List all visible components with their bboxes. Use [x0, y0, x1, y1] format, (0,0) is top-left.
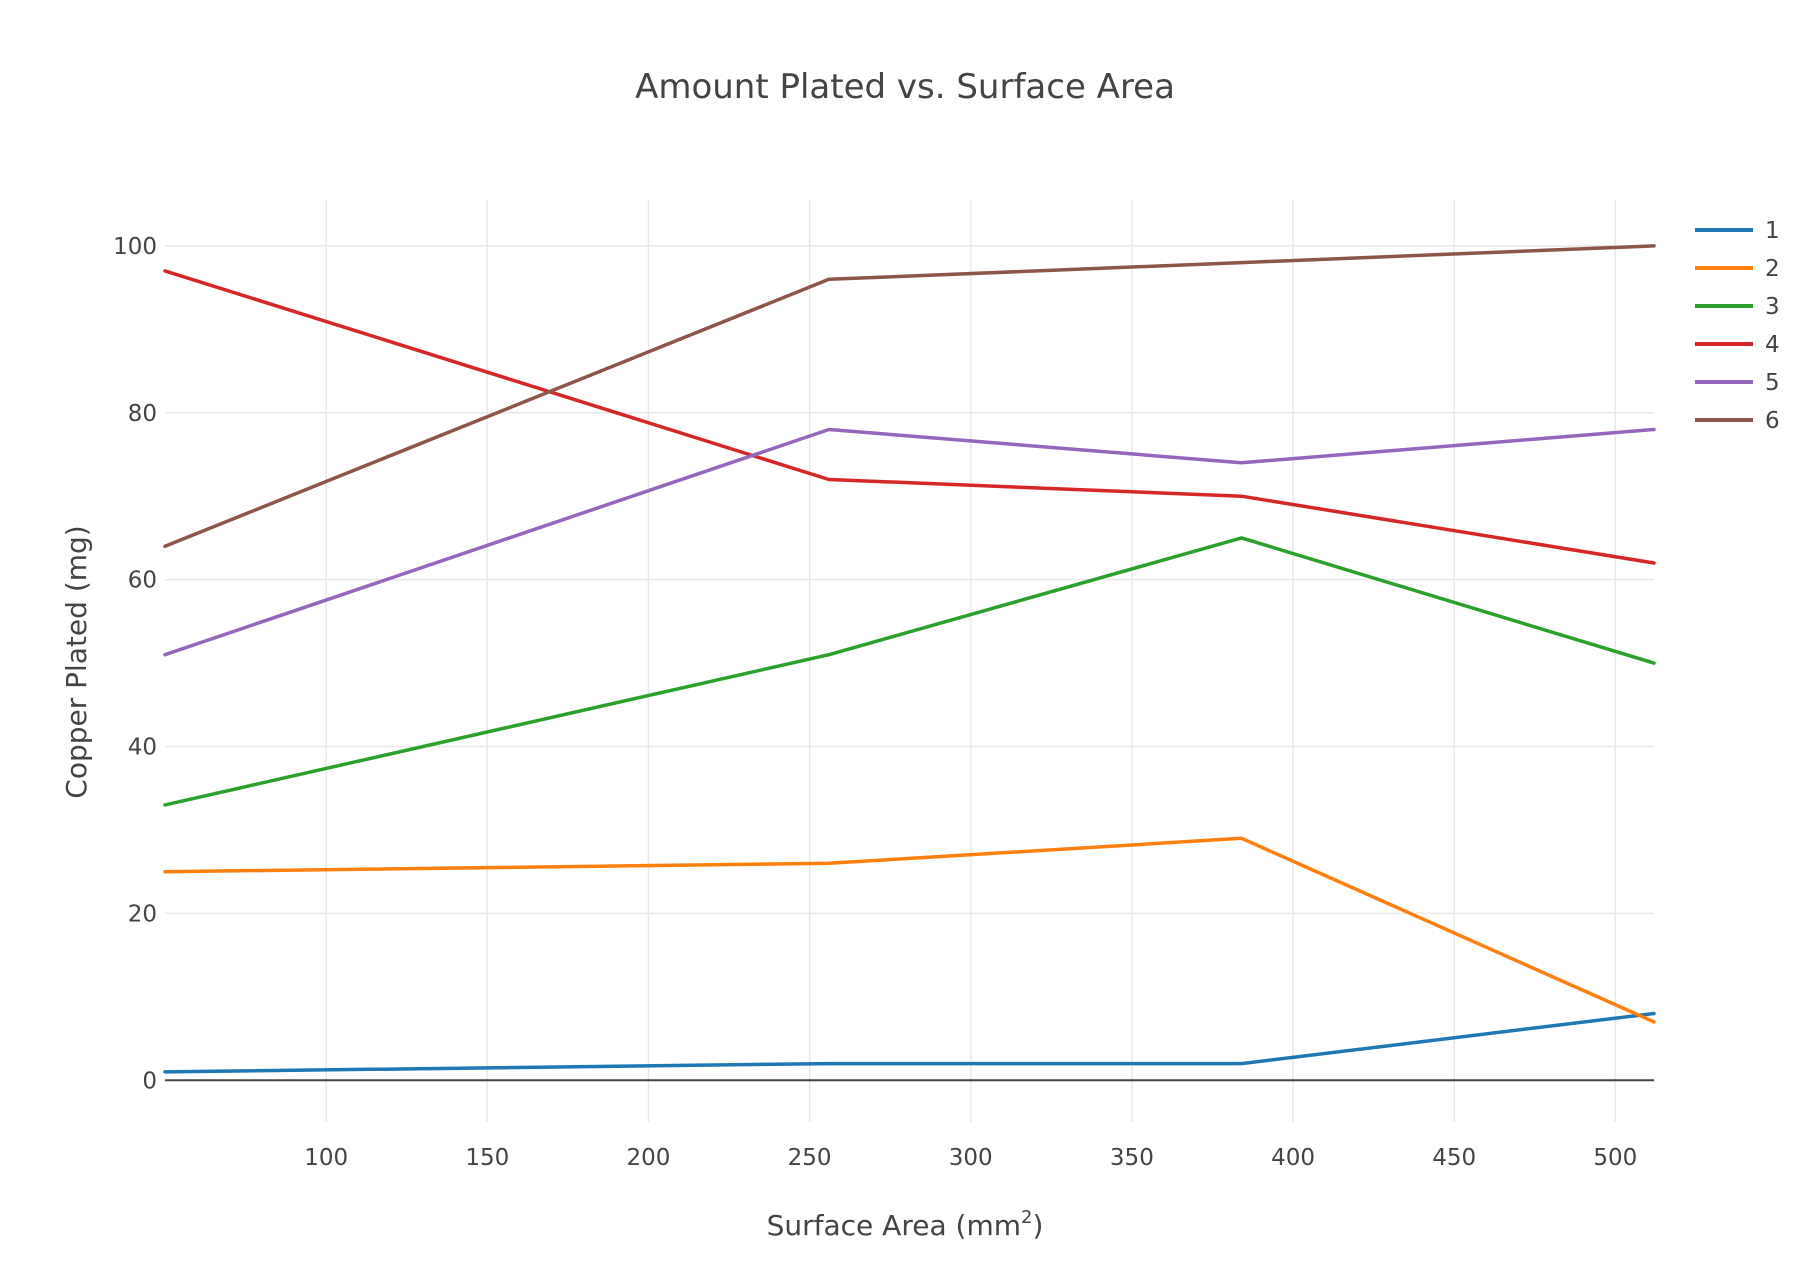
x-tick-label: 200	[626, 1145, 670, 1171]
grid-layer	[165, 200, 1654, 1122]
x-tick-label: 150	[465, 1145, 509, 1171]
chart-title: Amount Plated vs. Surface Area	[635, 67, 1175, 107]
legend-item-6[interactable]: 6	[1695, 408, 1780, 434]
x-axis-title-superscript: 2	[1021, 1207, 1032, 1228]
series-line-2[interactable]: 2	[163, 836, 1656, 1024]
x-tick-label: 300	[949, 1145, 993, 1171]
legend-label: 4	[1765, 332, 1780, 358]
y-tick-label: 100	[113, 234, 157, 260]
legend-label: 1	[1765, 218, 1780, 244]
y-tick-label: 60	[128, 568, 157, 594]
legend-item-1[interactable]: 1	[1695, 218, 1780, 244]
x-tick-label: 400	[1271, 1145, 1315, 1171]
axis-layer: 100 150 200 250 300 350 400 450 500 0 20 40 60 80 100	[113, 234, 1637, 1171]
y-tick-label: 40	[128, 735, 157, 761]
legend-label: 2	[1765, 256, 1780, 282]
legend[interactable]: 1 2 3 4 5 6	[1695, 218, 1780, 434]
series-line-5[interactable]: 5	[163, 427, 1656, 657]
x-tick-label: 250	[788, 1145, 832, 1171]
series-line-6[interactable]: 6	[163, 244, 1656, 549]
x-tick-label: 350	[1110, 1145, 1154, 1171]
x-axis-title-text: Surface Area (mm	[767, 1209, 1021, 1242]
legend-item-5[interactable]: 5	[1695, 370, 1780, 396]
x-axis-title-close: )	[1032, 1209, 1043, 1242]
y-axis-title: Copper Plated (mg)	[60, 525, 93, 798]
y-tick-label: 0	[142, 1068, 157, 1094]
legend-item-3[interactable]: 3	[1695, 294, 1780, 320]
series-line-1[interactable]: 1	[163, 1011, 1656, 1074]
series-line-3[interactable]: 3	[163, 536, 1656, 807]
x-tick-label: 500	[1593, 1145, 1637, 1171]
legend-label: 5	[1765, 370, 1780, 396]
legend-item-4[interactable]: 4	[1695, 332, 1780, 358]
legend-label: 3	[1765, 294, 1780, 320]
y-tick-label: 80	[128, 401, 157, 427]
y-tick-label: 20	[128, 901, 157, 927]
x-tick-label: 100	[304, 1145, 348, 1171]
series-line-4[interactable]: 4	[163, 269, 1656, 565]
x-tick-label: 450	[1432, 1145, 1476, 1171]
legend-label: 6	[1765, 408, 1780, 434]
x-axis-title: Surface Area (mm2)	[767, 1207, 1044, 1242]
legend-item-2[interactable]: 2	[1695, 256, 1780, 282]
